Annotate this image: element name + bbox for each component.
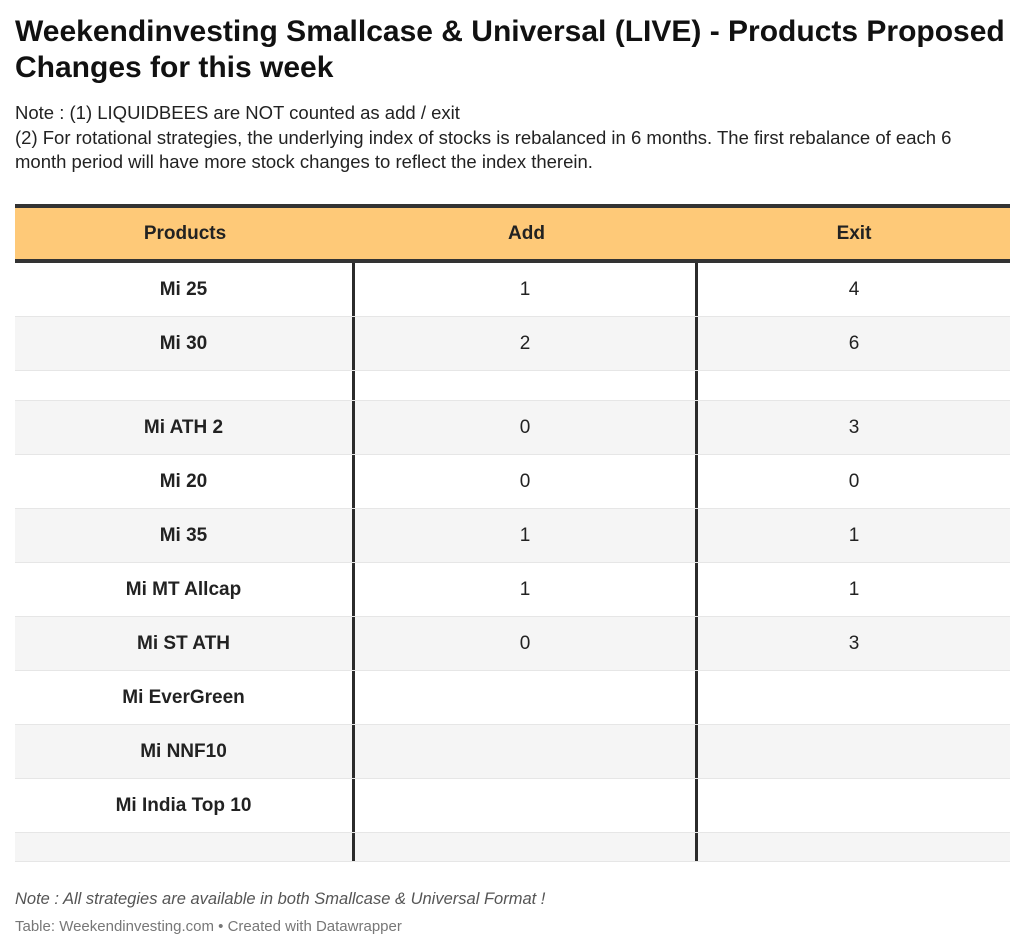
cell-product: Mi India Top 10 [15, 779, 355, 832]
table-row: Mi MT Allcap 1 1 [15, 563, 1010, 617]
cell-exit: 3 [848, 632, 860, 654]
table-row: Mi EverGreen [15, 671, 1010, 725]
table-row: Mi India Top 10 [15, 779, 1010, 833]
table-row: Mi 30 2 6 [15, 317, 1010, 371]
cell-add [355, 725, 698, 778]
cell-exit: 0 [848, 470, 860, 492]
cell-exit: 6 [848, 332, 860, 354]
cell-product: Mi MT Allcap [15, 563, 355, 616]
cell-exit [698, 779, 1010, 832]
cell-product: Mi 25 [15, 263, 355, 316]
cell-exit [698, 725, 1010, 778]
note-line-2: (2) For rotational strategies, the under… [15, 126, 952, 173]
column-header-products[interactable]: Products [143, 222, 227, 244]
table-row [15, 371, 1010, 401]
footer-credit: Table: Weekendinvesting.com • Created wi… [15, 918, 402, 935]
cell-product: Mi ATH 2 [15, 401, 355, 454]
cell-add [355, 779, 698, 832]
cell-add [355, 833, 698, 861]
cell-add: 1 [355, 563, 698, 616]
table-row: Mi ST ATH 0 3 [15, 617, 1010, 671]
footer-note: Note : All strategies are available in b… [15, 890, 546, 908]
table-row: Mi NNF10 [15, 725, 1010, 779]
cell-product: Mi 20 [15, 455, 355, 508]
table-row: Mi 35 1 1 [15, 509, 1010, 563]
column-header-exit[interactable]: Exit [836, 222, 872, 244]
cell-product: Mi EverGreen [15, 671, 355, 724]
cell-exit: 1 [848, 524, 860, 546]
cell-exit: 1 [848, 578, 860, 600]
note-line-1: Note : (1) LIQUIDBEES are NOT counted as… [15, 102, 460, 123]
cell-product: Mi ST ATH [15, 617, 355, 670]
cell-product: Mi 35 [15, 509, 355, 562]
table-row [15, 833, 1010, 862]
column-header-add[interactable]: Add [508, 222, 545, 244]
cell-add: 0 [355, 617, 698, 670]
cell-exit: 4 [848, 278, 860, 300]
cell-add: 0 [355, 455, 698, 508]
table-body: Mi 25 1 4 Mi 30 2 6 Mi ATH 2 0 3 Mi 20 0 0 Mi 35 1 1 Mi… [15, 263, 1010, 862]
cell-add [355, 371, 698, 400]
cell-exit [698, 833, 1010, 861]
products-table: Products Add Exit Mi 25 1 4 Mi 30 2 6 Mi ATH 2… [15, 204, 1010, 862]
table-header: Products Add Exit [15, 204, 1010, 263]
cell-product: Mi NNF10 [15, 725, 355, 778]
cell-add: 2 [355, 317, 698, 370]
notes-block: Note : (1) LIQUIDBEES are NOT counted as… [15, 101, 1005, 175]
cell-exit [698, 671, 1010, 724]
table-title: Weekendinvesting Smallcase & Universal (… [15, 15, 1005, 84]
table-row: Mi 25 1 4 [15, 263, 1010, 317]
cell-exit [698, 371, 1010, 400]
cell-product [15, 833, 355, 861]
cell-product: Mi 30 [15, 317, 355, 370]
cell-add: 1 [355, 263, 698, 316]
cell-product [15, 371, 355, 400]
table-row: Mi 20 0 0 [15, 455, 1010, 509]
cell-add: 1 [355, 509, 698, 562]
cell-add: 0 [355, 401, 698, 454]
cell-exit: 3 [848, 416, 860, 438]
cell-add [355, 671, 698, 724]
